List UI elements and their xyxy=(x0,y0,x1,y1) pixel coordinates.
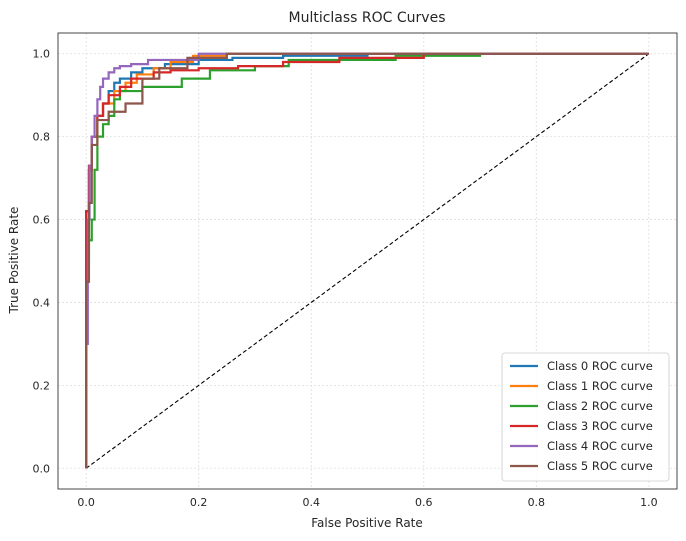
legend-label-class-1: Class 1 ROC curve xyxy=(547,379,653,393)
y-axis-label: True Positive Rate xyxy=(7,207,21,315)
x-axis-label: False Positive Rate xyxy=(311,516,423,530)
y-axis-ticks: 0.0 0.2 0.4 0.6 0.8 1.0 xyxy=(33,48,51,476)
chart-title: Multiclass ROC Curves xyxy=(289,10,446,26)
chance-diagonal xyxy=(85,53,650,469)
legend-label-class-4: Class 4 ROC curve xyxy=(547,439,653,453)
legend-box xyxy=(501,352,670,482)
axes-border xyxy=(57,32,678,490)
reference-line xyxy=(85,53,650,469)
y-tick-label: 1.0 xyxy=(33,48,51,61)
legend-label-class-0: Class 0 ROC curve xyxy=(547,359,653,373)
legend-label-class-5: Class 5 ROC curve xyxy=(547,459,653,473)
roc-curves xyxy=(85,52,649,469)
plot-frame xyxy=(57,32,678,490)
x-axis-ticks: 0.0 0.2 0.4 0.6 0.8 1.0 xyxy=(77,496,657,509)
legend: Class 0 ROC curve Class 1 ROC curve Class … xyxy=(501,352,670,482)
x-tick-label: 0.2 xyxy=(190,496,208,509)
y-tick-label: 0.2 xyxy=(33,379,51,392)
y-tick-label: 0.6 xyxy=(33,214,51,227)
roc-curve-class-5 xyxy=(85,52,649,469)
legend-label-class-2: Class 2 ROC curve xyxy=(547,399,653,413)
y-tick-label: 0.8 xyxy=(33,131,51,144)
y-tick-label: 0.0 xyxy=(33,462,51,475)
legend-label-class-3: Class 3 ROC curve xyxy=(547,419,653,433)
x-tick-label: 0.4 xyxy=(302,496,320,509)
x-tick-label: 1.0 xyxy=(640,496,658,509)
y-tick-label: 0.4 xyxy=(33,296,51,309)
roc-curve-class-4 xyxy=(85,52,649,469)
x-tick-label: 0.6 xyxy=(415,496,433,509)
x-tick-label: 0.0 xyxy=(77,496,95,509)
x-tick-label: 0.8 xyxy=(528,496,546,509)
